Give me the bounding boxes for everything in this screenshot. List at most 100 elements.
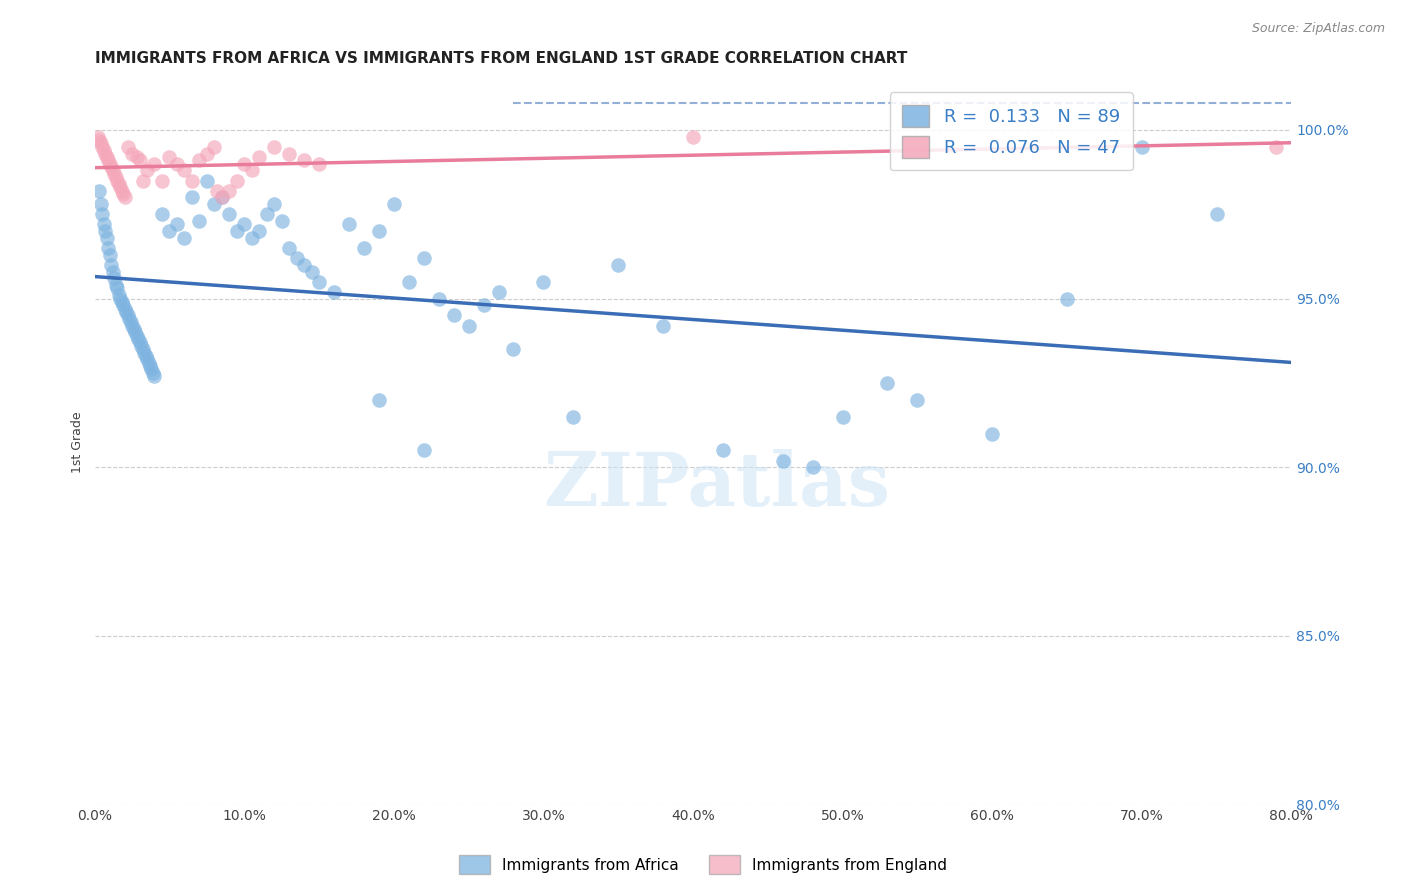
Point [398,275,420,289]
Point [202,140,225,154]
Point [90,197,112,211]
Point [117,309,139,323]
Point [711,443,734,458]
Point [121,146,143,161]
Point [103,271,125,285]
Point [195,146,218,161]
Point [108,292,131,306]
Point [173,231,195,245]
Point [367,224,389,238]
Point [98,248,121,262]
Text: ZIPatlas: ZIPatlas [544,449,890,522]
Point [107,177,129,191]
Point [292,153,315,168]
Point [143,156,166,170]
Point [308,275,330,289]
Point [150,207,173,221]
Point [180,173,202,187]
Point [218,207,240,221]
Point [93,218,115,232]
Point [120,315,142,329]
Point [132,345,155,359]
Point [127,332,149,346]
Point [443,309,465,323]
Point [122,322,145,336]
Point [100,160,122,174]
Point [97,241,120,255]
Point [240,231,263,245]
Point [1205,207,1227,221]
Point [233,156,256,170]
Point [202,197,225,211]
Point [285,251,308,265]
Point [207,184,229,198]
Point [118,311,141,326]
Point [124,326,146,340]
Point [488,285,510,299]
Point [136,163,159,178]
Point [211,190,233,204]
Point [108,180,131,194]
Point [412,251,434,265]
Text: Source: ZipAtlas.com: Source: ZipAtlas.com [1251,22,1385,36]
Point [115,305,138,319]
Point [142,366,165,380]
Point [128,335,150,350]
Point [263,140,285,154]
Point [96,150,118,164]
Point [278,241,301,255]
Point [143,369,166,384]
Point [337,218,360,232]
Point [89,184,111,198]
Point [136,352,159,367]
Point [89,133,111,147]
Point [233,218,256,232]
Point [211,190,233,204]
Point [166,218,188,232]
Point [831,409,853,424]
Point [225,173,247,187]
Point [125,150,148,164]
Point [247,150,270,164]
Point [457,318,479,333]
Legend: Immigrants from Africa, Immigrants from England: Immigrants from Africa, Immigrants from … [453,849,953,880]
Point [121,318,143,333]
Point [1056,292,1078,306]
Point [101,265,124,279]
Point [323,285,346,299]
Point [125,328,148,343]
Point [114,301,136,316]
Point [138,356,160,370]
Point [188,214,211,228]
Point [104,170,127,185]
Point [86,129,108,144]
Point [195,173,218,187]
Point [278,146,301,161]
Point [188,153,211,168]
Point [353,241,375,255]
Point [128,153,150,168]
Point [225,224,247,238]
Text: IMMIGRANTS FROM AFRICA VS IMMIGRANTS FROM ENGLAND 1ST GRADE CORRELATION CHART: IMMIGRANTS FROM AFRICA VS IMMIGRANTS FRO… [94,51,907,66]
Point [166,156,188,170]
Point [159,150,181,164]
Point [1130,140,1153,154]
Point [104,278,127,293]
Point [607,258,630,272]
Point [412,443,434,458]
Point [240,163,263,178]
Point [129,339,152,353]
Point [91,207,114,221]
Point [427,292,450,306]
Point [93,143,115,157]
Point [134,349,156,363]
Point [531,275,554,289]
Point [270,214,292,228]
Point [652,318,675,333]
Point [682,129,704,144]
Point [96,231,118,245]
Point [94,146,117,161]
Point [131,173,153,187]
Point [981,426,1004,441]
Point [173,163,195,178]
